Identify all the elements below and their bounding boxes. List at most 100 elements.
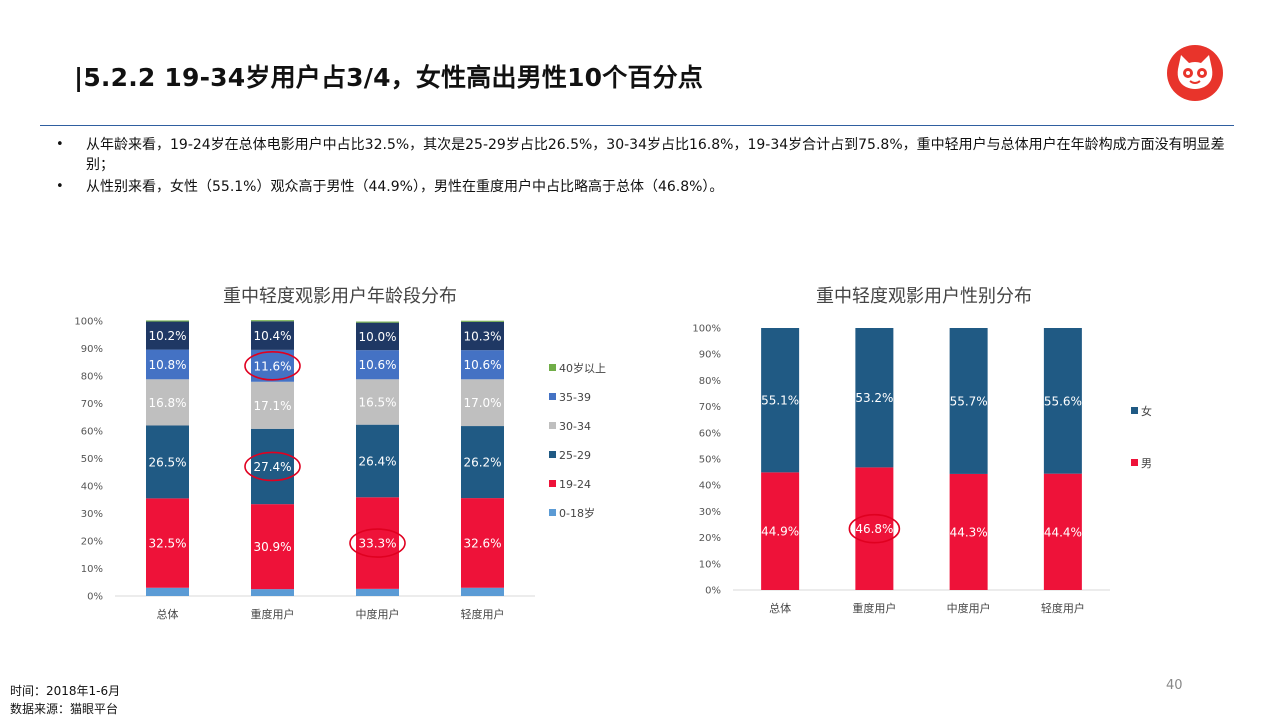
summary-bullets: • 从年龄来看，19-24岁在总体电影用户中占比32.5%，其次是25-29岁占比… [56, 135, 1236, 199]
y-tick-label: 80% [699, 376, 721, 387]
bar-segment [461, 426, 504, 499]
bar-segment [356, 497, 399, 589]
page-number: 40 [1166, 678, 1183, 693]
x-tick-label: 轻度用户 [1041, 601, 1085, 615]
highlight-circle [349, 528, 406, 558]
data-label: 10.6% [463, 358, 501, 372]
data-label: 17.1% [253, 399, 291, 413]
data-label: 10.3% [463, 329, 501, 343]
y-tick-label: 60% [81, 427, 103, 438]
data-label: 26.5% [148, 455, 186, 469]
y-tick-label: 60% [699, 428, 721, 439]
bar-segment [461, 379, 504, 427]
bar-segment [949, 473, 988, 590]
bar-segment [356, 322, 399, 351]
highlight-circle [848, 513, 901, 544]
y-tick-label: 10% [81, 564, 103, 575]
data-label: 26.4% [358, 454, 396, 468]
x-tick-label: 轻度用户 [461, 607, 505, 621]
data-label: 55.1% [761, 394, 799, 408]
legend-label: 0-18岁 [559, 506, 595, 520]
y-tick-label: 100% [692, 324, 721, 335]
page-title: |5.2.2 19-34岁用户占3/4，女性高出男性10个百分点 [74, 63, 704, 92]
data-label: 32.6% [463, 536, 501, 550]
data-label: 10.6% [358, 358, 396, 372]
highlight-circle [244, 451, 301, 482]
data-label: 11.6% [253, 359, 291, 373]
data-label: 55.7% [950, 394, 988, 408]
bar-segment [461, 498, 504, 588]
y-tick-label: 70% [699, 402, 721, 413]
bar-segment [251, 320, 294, 322]
bar-segment [855, 467, 894, 590]
y-tick-label: 80% [81, 372, 103, 383]
bar-segment [146, 320, 189, 322]
bar-segment [1043, 328, 1082, 474]
bar-segment [356, 379, 399, 425]
data-label: 44.9% [761, 525, 799, 539]
bullet-dot: • [56, 137, 64, 152]
chart-title: 重中轻度观影用户性别分布 [816, 286, 1032, 307]
bar-segment [146, 498, 189, 588]
bar-segment [461, 320, 504, 322]
bar-segment [251, 381, 294, 429]
y-tick-label: 10% [699, 559, 721, 570]
y-tick-label: 30% [81, 509, 103, 520]
bar-segment [146, 425, 189, 499]
data-label: 44.3% [950, 525, 988, 539]
bar-segment [1043, 473, 1082, 590]
bullet-age-text: 从年龄来看，19-24岁在总体电影用户中占比32.5%，其次是25-29岁占比2… [86, 137, 1225, 173]
bar-segment [146, 349, 189, 380]
age-chart-svg: 重中轻度观影用户年龄段分布 0% 10% 20% 30% 40% 50% 60% 70% 80% 9… [74, 286, 606, 621]
data-label: 16.8% [148, 396, 186, 410]
legend-swatch [549, 422, 556, 429]
legend-swatch [1131, 407, 1138, 414]
bar-segment [356, 350, 399, 380]
y-tick-label: 30% [699, 507, 721, 518]
bar-segment [251, 321, 294, 350]
bar-segment [855, 328, 894, 468]
header-divider [40, 125, 1234, 126]
y-tick-label: 0% [87, 592, 103, 603]
bullet-gender-text: 从性别来看，女性（55.1%）观众高于男性（44.9%），男性在重度用户中占比略… [86, 179, 724, 195]
data-label: 10.4% [253, 329, 291, 343]
bar-segment [251, 349, 294, 382]
data-label: 10.2% [148, 329, 186, 343]
y-tick-label: 0% [705, 586, 721, 597]
data-label: 16.5% [358, 395, 396, 409]
y-tick-label: 90% [699, 350, 721, 361]
legend-label: 19-24 [559, 478, 591, 491]
data-label: 46.8% [855, 522, 893, 536]
data-label: 32.5% [148, 537, 186, 551]
data-label: 27.4% [253, 460, 291, 474]
bar-segment [146, 379, 189, 426]
legend-label: 35-39 [559, 391, 591, 404]
x-tick-label: 中度用户 [356, 607, 400, 621]
x-tick-label: 中度用户 [947, 601, 991, 615]
legend-label: 男 [1141, 457, 1152, 470]
maoyan-logo-icon [1167, 45, 1223, 101]
legend-label: 女 [1141, 404, 1152, 418]
age-distribution-chart: 重中轻度观影用户年龄段分布 0% 10% 20% 30% 40% 50% 60% 70% 80% 9… [60, 282, 640, 632]
bar-segment [146, 321, 189, 350]
bullet-gender: • 从性别来看，女性（55.1%）观众高于男性（44.9%），男性在重度用户中占比… [56, 177, 1236, 197]
y-tick-label: 40% [699, 481, 721, 492]
data-label: 10.0% [358, 330, 396, 344]
bar-segment [356, 588, 399, 596]
y-tick-label: 90% [81, 344, 103, 355]
data-label: 33.3% [358, 537, 396, 551]
data-label: 55.6% [1044, 394, 1082, 408]
bullet-dot: • [56, 179, 64, 194]
legend-swatch [549, 393, 556, 400]
bar-segment [461, 350, 504, 380]
data-label: 17.0% [463, 396, 501, 410]
legend-swatch [549, 480, 556, 487]
data-label: 30.9% [253, 540, 291, 554]
legend-swatch [1131, 459, 1138, 466]
y-tick-label: 100% [74, 317, 103, 328]
bar-segment [356, 321, 399, 323]
y-tick-label: 20% [81, 537, 103, 548]
y-tick-label: 40% [81, 482, 103, 493]
data-label: 26.2% [463, 456, 501, 470]
legend-label: 30-34 [559, 420, 591, 433]
